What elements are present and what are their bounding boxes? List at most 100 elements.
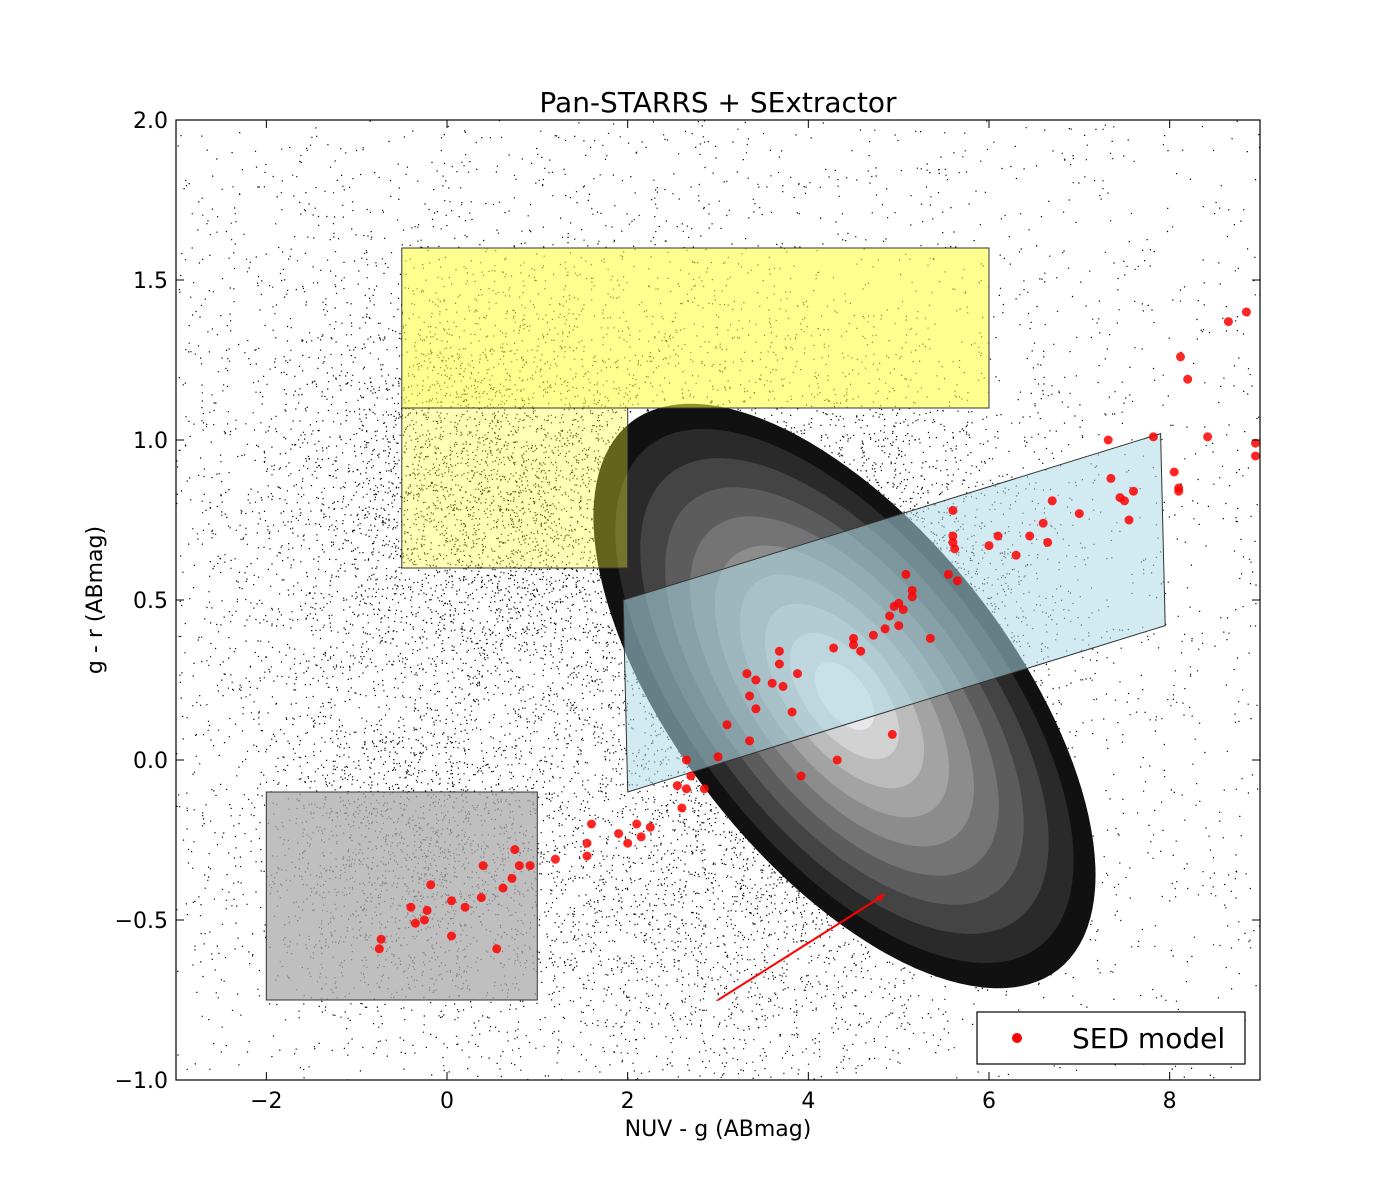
sed-model-point-19 — [550, 854, 560, 864]
sed-model-point-38 — [751, 704, 761, 714]
sed-model-point-81 — [1120, 496, 1129, 506]
y-tick-label: 0.5 — [133, 589, 168, 614]
sed-model-point-3 — [410, 918, 420, 928]
legend-marker-sed-model — [1012, 1033, 1022, 1043]
sed-model-point-25 — [632, 819, 642, 829]
y-axis-label: g - r (ABmag) — [83, 526, 108, 674]
sed-model-point-73 — [1011, 550, 1021, 560]
sed-model-point-58 — [894, 598, 904, 608]
sed-model-point-16 — [525, 861, 535, 871]
sed-model-point-85 — [1148, 432, 1158, 442]
sed-model-point-55 — [887, 729, 897, 739]
x-tick-label: 0 — [440, 1089, 454, 1114]
y-tick-label: 0.0 — [133, 749, 168, 774]
sed-model-point-43 — [774, 646, 784, 656]
x-tick-label: 6 — [982, 1089, 996, 1114]
sed-model-point-77 — [1047, 496, 1057, 506]
chart-title: Pan-STARRS + SExtractor — [539, 86, 897, 119]
sed-model-point-66 — [948, 531, 958, 541]
sed-model-point-42 — [774, 659, 784, 669]
sed-model-point-8 — [447, 896, 456, 906]
region-gray-box — [265, 791, 538, 1001]
sed-model-point-18 — [492, 944, 502, 954]
sed-model-point-52 — [856, 646, 866, 656]
x-axis-ticks: −2 0 2 4 6 8 — [250, 120, 1177, 1114]
sed-model-point-12 — [498, 883, 508, 893]
sed-model-point-1 — [376, 934, 386, 944]
y-tick-label: 1.5 — [133, 269, 168, 294]
sed-model-point-36 — [745, 691, 755, 701]
sed-model-point-91 — [1203, 432, 1213, 442]
sed-model-point-28 — [672, 781, 682, 791]
sed-model-point-33 — [699, 784, 709, 794]
sed-model-point-4 — [406, 902, 416, 912]
sed-model-point-53 — [868, 630, 878, 640]
sed-model-point-11 — [478, 861, 488, 871]
sed-model-point-94 — [1251, 438, 1260, 448]
sed-model-point-21 — [582, 851, 592, 861]
sed-model-point-31 — [686, 771, 696, 781]
sed-model-point-10 — [476, 893, 486, 903]
sed-model-point-27 — [645, 822, 655, 832]
sed-model-point-34 — [713, 752, 723, 762]
sed-model-point-79 — [1106, 473, 1116, 483]
region-yellow-lower — [401, 407, 629, 569]
y-tick-label: −0.5 — [115, 909, 168, 934]
sed-model-point-61 — [901, 569, 911, 579]
reddening-arrow-shaft — [717, 893, 886, 1001]
sed-model-point-14 — [510, 845, 520, 855]
sed-model-point-59 — [898, 605, 908, 615]
sed-model-point-78 — [1074, 509, 1084, 519]
sed-model-point-74 — [1025, 531, 1035, 541]
sed-model-series — [374, 307, 1260, 954]
sed-model-point-37 — [745, 736, 755, 746]
sed-model-point-9 — [460, 902, 470, 912]
sed-model-point-24 — [623, 838, 633, 848]
sed-model-point-92 — [1223, 317, 1233, 327]
sed-model-point-69 — [948, 505, 958, 515]
sed-model-point-88 — [1174, 483, 1184, 493]
region-blue-parallelogram — [622, 432, 1166, 793]
sed-model-point-26 — [636, 832, 646, 842]
y-tick-label: −1.0 — [115, 1069, 168, 1094]
sed-model-point-39 — [742, 669, 752, 679]
sed-model-point-7 — [426, 880, 436, 890]
sed-model-point-72 — [993, 531, 1003, 541]
x-axis-label: NUV - g (ABmag) — [625, 1117, 812, 1142]
sed-model-point-5 — [422, 905, 432, 915]
sed-model-point-41 — [767, 678, 777, 688]
sed-model-point-47 — [796, 771, 806, 781]
legend-label-sed-model: SED model — [1072, 1022, 1225, 1055]
sed-model-point-13 — [507, 873, 517, 883]
sed-model-point-75 — [1038, 518, 1048, 528]
sed-model-point-60 — [894, 621, 904, 631]
y-axis-ticks: −1.0 −0.5 0.0 0.5 1.0 1.5 2.0 — [115, 109, 1260, 1094]
sed-model-point-44 — [778, 681, 788, 691]
x-tick-label: −2 — [250, 1089, 282, 1114]
sed-model-point-93 — [1241, 307, 1251, 317]
sed-model-point-90 — [1183, 374, 1193, 384]
sed-model-point-51 — [849, 633, 858, 643]
sed-model-point-32 — [681, 755, 691, 765]
sed-model-point-29 — [677, 803, 687, 813]
sed-model-point-45 — [787, 707, 797, 717]
sed-model-point-30 — [681, 784, 691, 794]
sed-model-point-48 — [829, 643, 839, 653]
sed-model-point-64 — [925, 633, 935, 643]
x-tick-label: 8 — [1163, 1089, 1177, 1114]
selection-regions — [265, 247, 1166, 1001]
sed-model-point-82 — [1124, 515, 1134, 525]
sed-model-point-15 — [514, 861, 524, 871]
sed-model-point-71 — [984, 541, 994, 551]
sed-model-point-62 — [907, 585, 917, 595]
field-points — [176, 120, 1260, 1080]
sed-model-point-89 — [1176, 352, 1185, 362]
background-point-cloud — [176, 120, 1260, 1080]
sed-model-point-76 — [1043, 537, 1053, 547]
sed-model-point-70 — [952, 576, 962, 586]
sed-model-point-63 — [907, 592, 917, 602]
x-tick-label: 2 — [621, 1089, 635, 1114]
sed-model-point-84 — [1103, 435, 1113, 445]
sed-model-point-65 — [943, 569, 953, 579]
sed-model-point-2 — [374, 944, 384, 954]
